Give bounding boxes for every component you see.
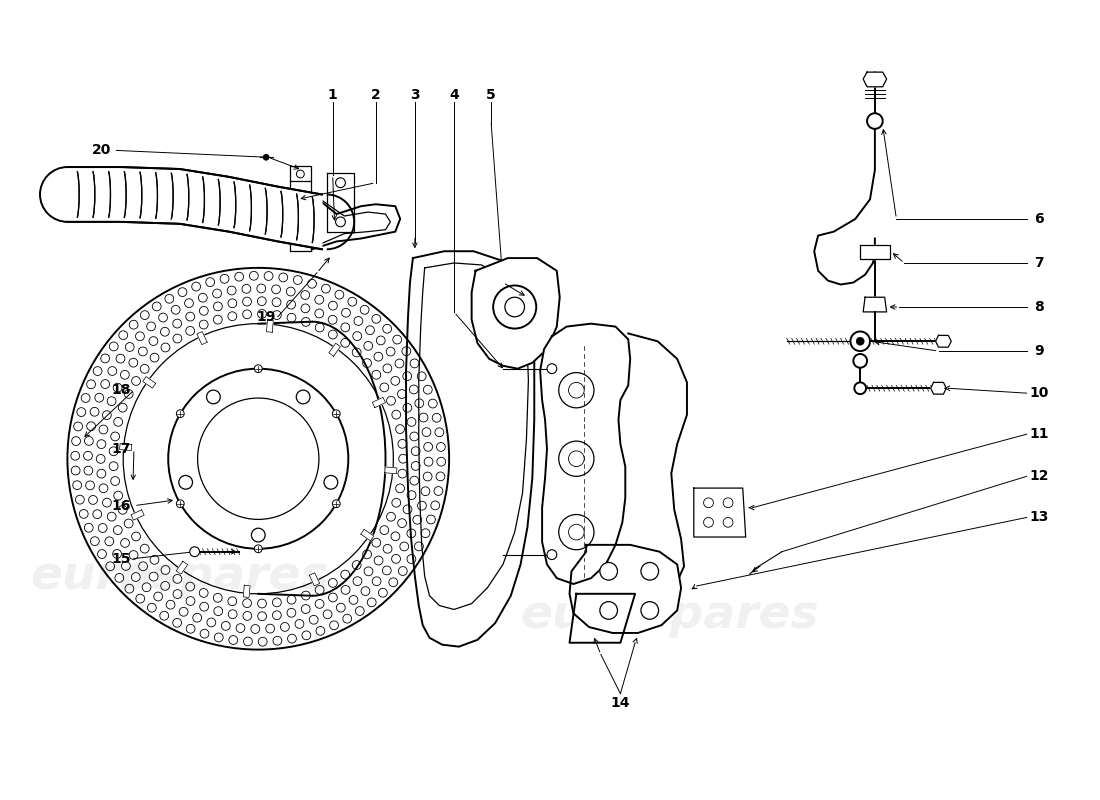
Polygon shape [936,335,952,347]
Text: 7: 7 [1034,256,1044,270]
Circle shape [263,154,270,160]
Circle shape [336,217,345,226]
Circle shape [296,170,305,178]
Polygon shape [385,467,397,474]
Polygon shape [120,444,132,450]
Polygon shape [131,510,144,520]
Circle shape [176,500,184,508]
Text: 3: 3 [410,88,420,102]
Text: 11: 11 [1030,427,1049,442]
Polygon shape [864,72,887,86]
Circle shape [332,410,340,418]
Text: 14: 14 [610,697,630,710]
Circle shape [850,331,870,351]
Circle shape [723,518,733,527]
Text: 1: 1 [328,88,338,102]
Circle shape [254,365,262,373]
Text: 2: 2 [371,88,381,102]
Polygon shape [327,173,354,232]
Circle shape [723,498,733,508]
Text: 17: 17 [111,442,131,456]
Polygon shape [931,382,946,394]
Polygon shape [372,398,385,408]
Circle shape [332,500,340,508]
Circle shape [600,602,617,619]
Polygon shape [67,167,322,250]
Circle shape [547,550,557,559]
Polygon shape [570,545,681,633]
Polygon shape [197,331,207,345]
Polygon shape [694,488,746,537]
Circle shape [559,441,594,476]
Circle shape [493,286,536,329]
Circle shape [547,364,557,374]
Polygon shape [243,586,250,598]
Polygon shape [312,194,400,250]
Polygon shape [266,320,273,332]
Polygon shape [143,377,156,388]
Circle shape [704,518,714,527]
Circle shape [190,547,199,557]
Text: 19: 19 [256,310,276,324]
Polygon shape [570,594,635,642]
Circle shape [855,382,866,394]
Circle shape [559,514,594,550]
Circle shape [854,354,867,368]
Polygon shape [406,251,535,646]
Circle shape [641,562,659,580]
Text: 5: 5 [486,88,496,102]
Text: 18: 18 [111,383,131,398]
Text: 9: 9 [1034,344,1044,358]
Text: 10: 10 [1030,386,1049,400]
Circle shape [856,338,865,345]
Text: 12: 12 [1030,470,1049,483]
Polygon shape [472,258,560,369]
Polygon shape [289,166,311,181]
Text: 8: 8 [1034,300,1044,314]
Circle shape [336,178,345,188]
Circle shape [641,602,659,619]
Polygon shape [176,562,188,574]
Polygon shape [309,573,320,586]
Circle shape [176,410,184,418]
Text: 4: 4 [449,88,459,102]
Text: 13: 13 [1030,510,1049,525]
Circle shape [704,498,714,508]
Text: 16: 16 [111,498,131,513]
Polygon shape [860,246,890,259]
Circle shape [559,373,594,408]
Text: eurospares: eurospares [520,593,818,638]
Polygon shape [361,530,374,541]
Circle shape [600,562,617,580]
Polygon shape [864,298,887,312]
Text: 15: 15 [111,551,131,566]
Text: 6: 6 [1034,212,1044,226]
Circle shape [867,114,882,129]
Circle shape [254,545,262,553]
Text: 20: 20 [92,143,111,158]
Polygon shape [540,324,630,584]
Polygon shape [329,343,340,356]
Text: eurospares: eurospares [31,554,329,598]
